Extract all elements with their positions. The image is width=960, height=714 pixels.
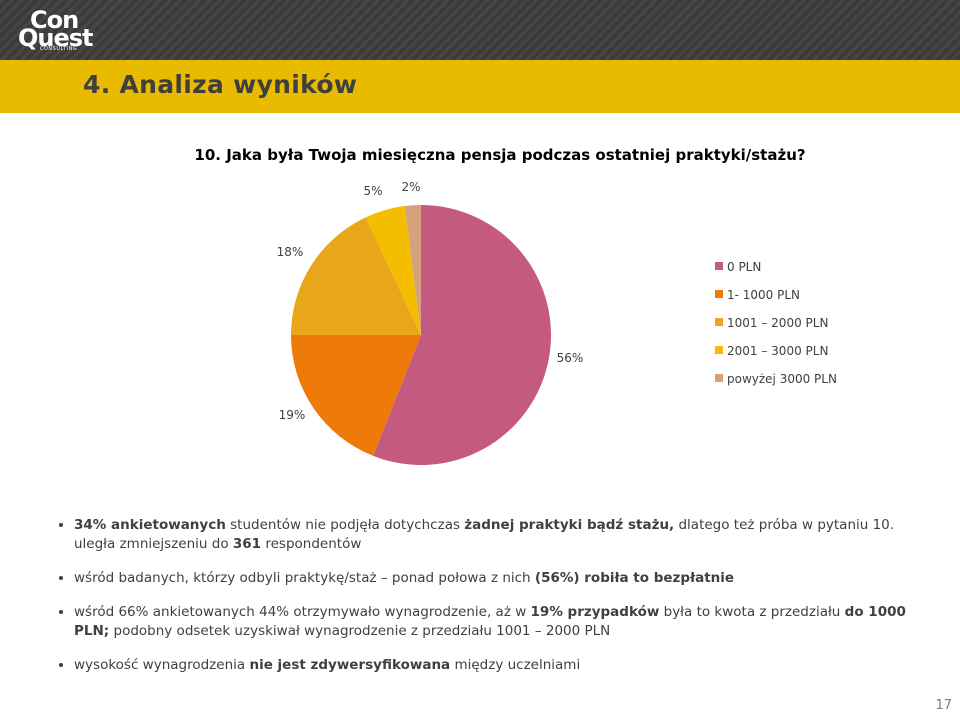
chart-title: 10. Jaka była Twoja miesięczna pensja po… <box>194 146 806 164</box>
logo-tagline: CONSULTING <box>40 46 78 52</box>
slice-data-label: 56% <box>557 351 584 365</box>
finding-bullet: wysokość wynagrodzenia nie jest zdywersy… <box>74 656 934 675</box>
text: podobny odsetek uzyskiwał wynagrodzenie … <box>109 623 611 639</box>
title-bar: 4. Analiza wyników <box>0 60 960 113</box>
slice-data-label: 2% <box>401 180 420 194</box>
text: respondentów <box>261 536 362 552</box>
logo-text-quest: Quest <box>18 24 94 52</box>
slice-data-label: 19% <box>279 408 306 422</box>
text: była to kwota z przedziału <box>659 604 845 620</box>
bold-text: do 1000 PLN; <box>74 604 906 639</box>
pie-slice <box>365 206 421 335</box>
legend-swatch <box>715 318 723 326</box>
text: dlatego też próba w pytaniu 10. uległa z… <box>74 517 895 552</box>
pie-slice <box>404 205 421 335</box>
bold-text: nie jest zdywersyfikowana <box>249 657 451 673</box>
finding-bullet: wśród 66% ankietowanych 44% otrzymywało … <box>74 603 934 641</box>
bold-text: 34% ankietowanych <box>74 517 226 533</box>
slice-data-label: 18% <box>277 245 304 259</box>
text: wśród badanych, którzy odbyli praktykę/s… <box>74 570 535 586</box>
slice-data-label: 5% <box>363 184 382 198</box>
bold-text: (56%) robiła to bezpłatnie <box>534 570 735 586</box>
finding-bullet: 34% ankietowanych studentów nie podjęła … <box>74 516 934 554</box>
page-title: 4. Analiza wyników <box>83 70 358 99</box>
text: studentów nie podjęła dotychczas <box>225 517 465 533</box>
pie-slice <box>291 335 421 456</box>
bold-text: 19% przypadków <box>530 604 660 620</box>
finding-bullet: wśród badanych, którzy odbyli praktykę/s… <box>74 569 934 588</box>
legend-swatch <box>715 290 723 298</box>
legend-swatch <box>715 346 723 354</box>
logo-text-con: Con <box>30 6 79 34</box>
pie-slice <box>291 217 421 335</box>
legend-label: powyżej 3000 PLN <box>727 372 837 386</box>
bold-text: 361 <box>232 536 262 552</box>
conquest-logo: Con Quest CONSULTING <box>12 6 94 54</box>
legend-label: 2001 – 3000 PLN <box>727 344 828 358</box>
bold-text: żadnej praktyki bądź stażu, <box>464 517 675 533</box>
legend-swatch <box>715 374 723 382</box>
text: wśród 66% ankietowanych 44% otrzymywało … <box>74 604 531 620</box>
findings-list: 34% ankietowanych studentów nie podjęła … <box>52 516 934 690</box>
top-banner: Con Quest CONSULTING <box>0 0 960 60</box>
text: między uczelniami <box>450 657 581 673</box>
legend-label: 0 PLN <box>727 260 761 274</box>
text: wysokość wynagrodzenia <box>74 657 250 673</box>
legend-swatch <box>715 262 723 270</box>
legend-label: 1001 – 2000 PLN <box>727 316 828 330</box>
page-number: 17 <box>935 698 952 713</box>
legend-label: 1- 1000 PLN <box>727 288 800 302</box>
pie-slice <box>373 205 551 466</box>
